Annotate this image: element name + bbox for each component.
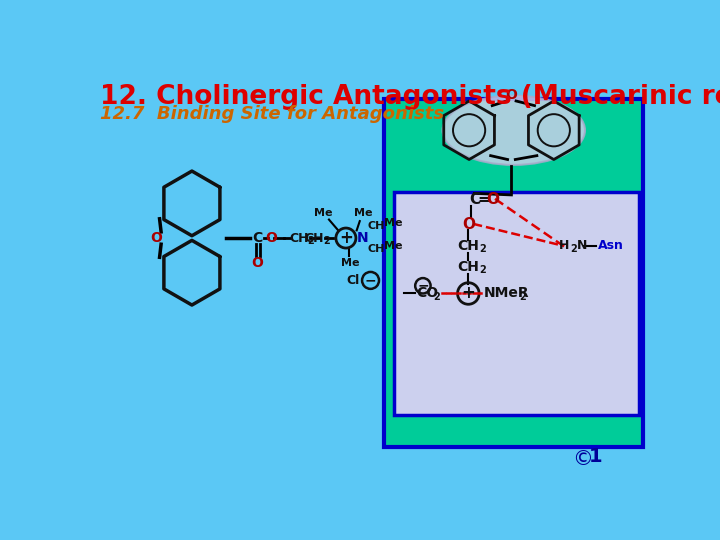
Text: CH: CH — [457, 239, 480, 253]
Text: C: C — [252, 231, 263, 245]
Text: Asn: Asn — [598, 239, 624, 252]
Text: CH: CH — [367, 244, 384, 254]
Text: Cl: Cl — [346, 274, 360, 287]
Text: 2: 2 — [479, 244, 486, 254]
Text: CH: CH — [305, 232, 324, 245]
Text: 2: 2 — [307, 236, 314, 246]
Text: Me: Me — [384, 241, 403, 251]
Text: 12. Cholinergic Antagonists (Muscarinic receptor): 12. Cholinergic Antagonists (Muscarinic … — [99, 84, 720, 110]
Text: CH: CH — [457, 260, 480, 274]
Text: 12.7  Binding Site for Antagonists: 12.7 Binding Site for Antagonists — [99, 105, 444, 123]
Ellipse shape — [443, 96, 585, 165]
Text: Me: Me — [341, 258, 359, 268]
Bar — [394, 192, 639, 415]
Text: CH: CH — [289, 232, 309, 245]
Text: ©: © — [572, 449, 593, 469]
Text: NMeR: NMeR — [484, 287, 529, 300]
Text: CH: CH — [367, 221, 384, 231]
Text: O: O — [150, 231, 163, 245]
Text: 2: 2 — [519, 292, 526, 301]
Text: N: N — [577, 239, 588, 252]
Text: Me: Me — [354, 208, 372, 218]
Text: Me: Me — [384, 218, 403, 228]
Text: O: O — [265, 231, 277, 245]
Text: 2: 2 — [323, 236, 330, 246]
Text: C: C — [469, 192, 480, 207]
Text: −: − — [417, 279, 428, 293]
Text: 2: 2 — [433, 292, 441, 301]
Text: 2: 2 — [479, 265, 486, 275]
Text: −: − — [365, 273, 377, 287]
Text: O: O — [251, 256, 264, 271]
Bar — [384, 99, 643, 447]
Text: 1: 1 — [588, 447, 602, 466]
Text: O: O — [487, 192, 500, 207]
Text: N: N — [356, 231, 369, 245]
Text: H: H — [559, 239, 570, 252]
Text: 2: 2 — [571, 244, 577, 254]
Text: O: O — [462, 217, 474, 232]
Text: Me: Me — [313, 208, 332, 218]
Text: O: O — [505, 88, 518, 102]
Text: +: + — [462, 285, 475, 302]
Text: +: + — [339, 229, 353, 247]
Text: CO: CO — [417, 287, 439, 300]
Text: =: = — [477, 192, 490, 207]
